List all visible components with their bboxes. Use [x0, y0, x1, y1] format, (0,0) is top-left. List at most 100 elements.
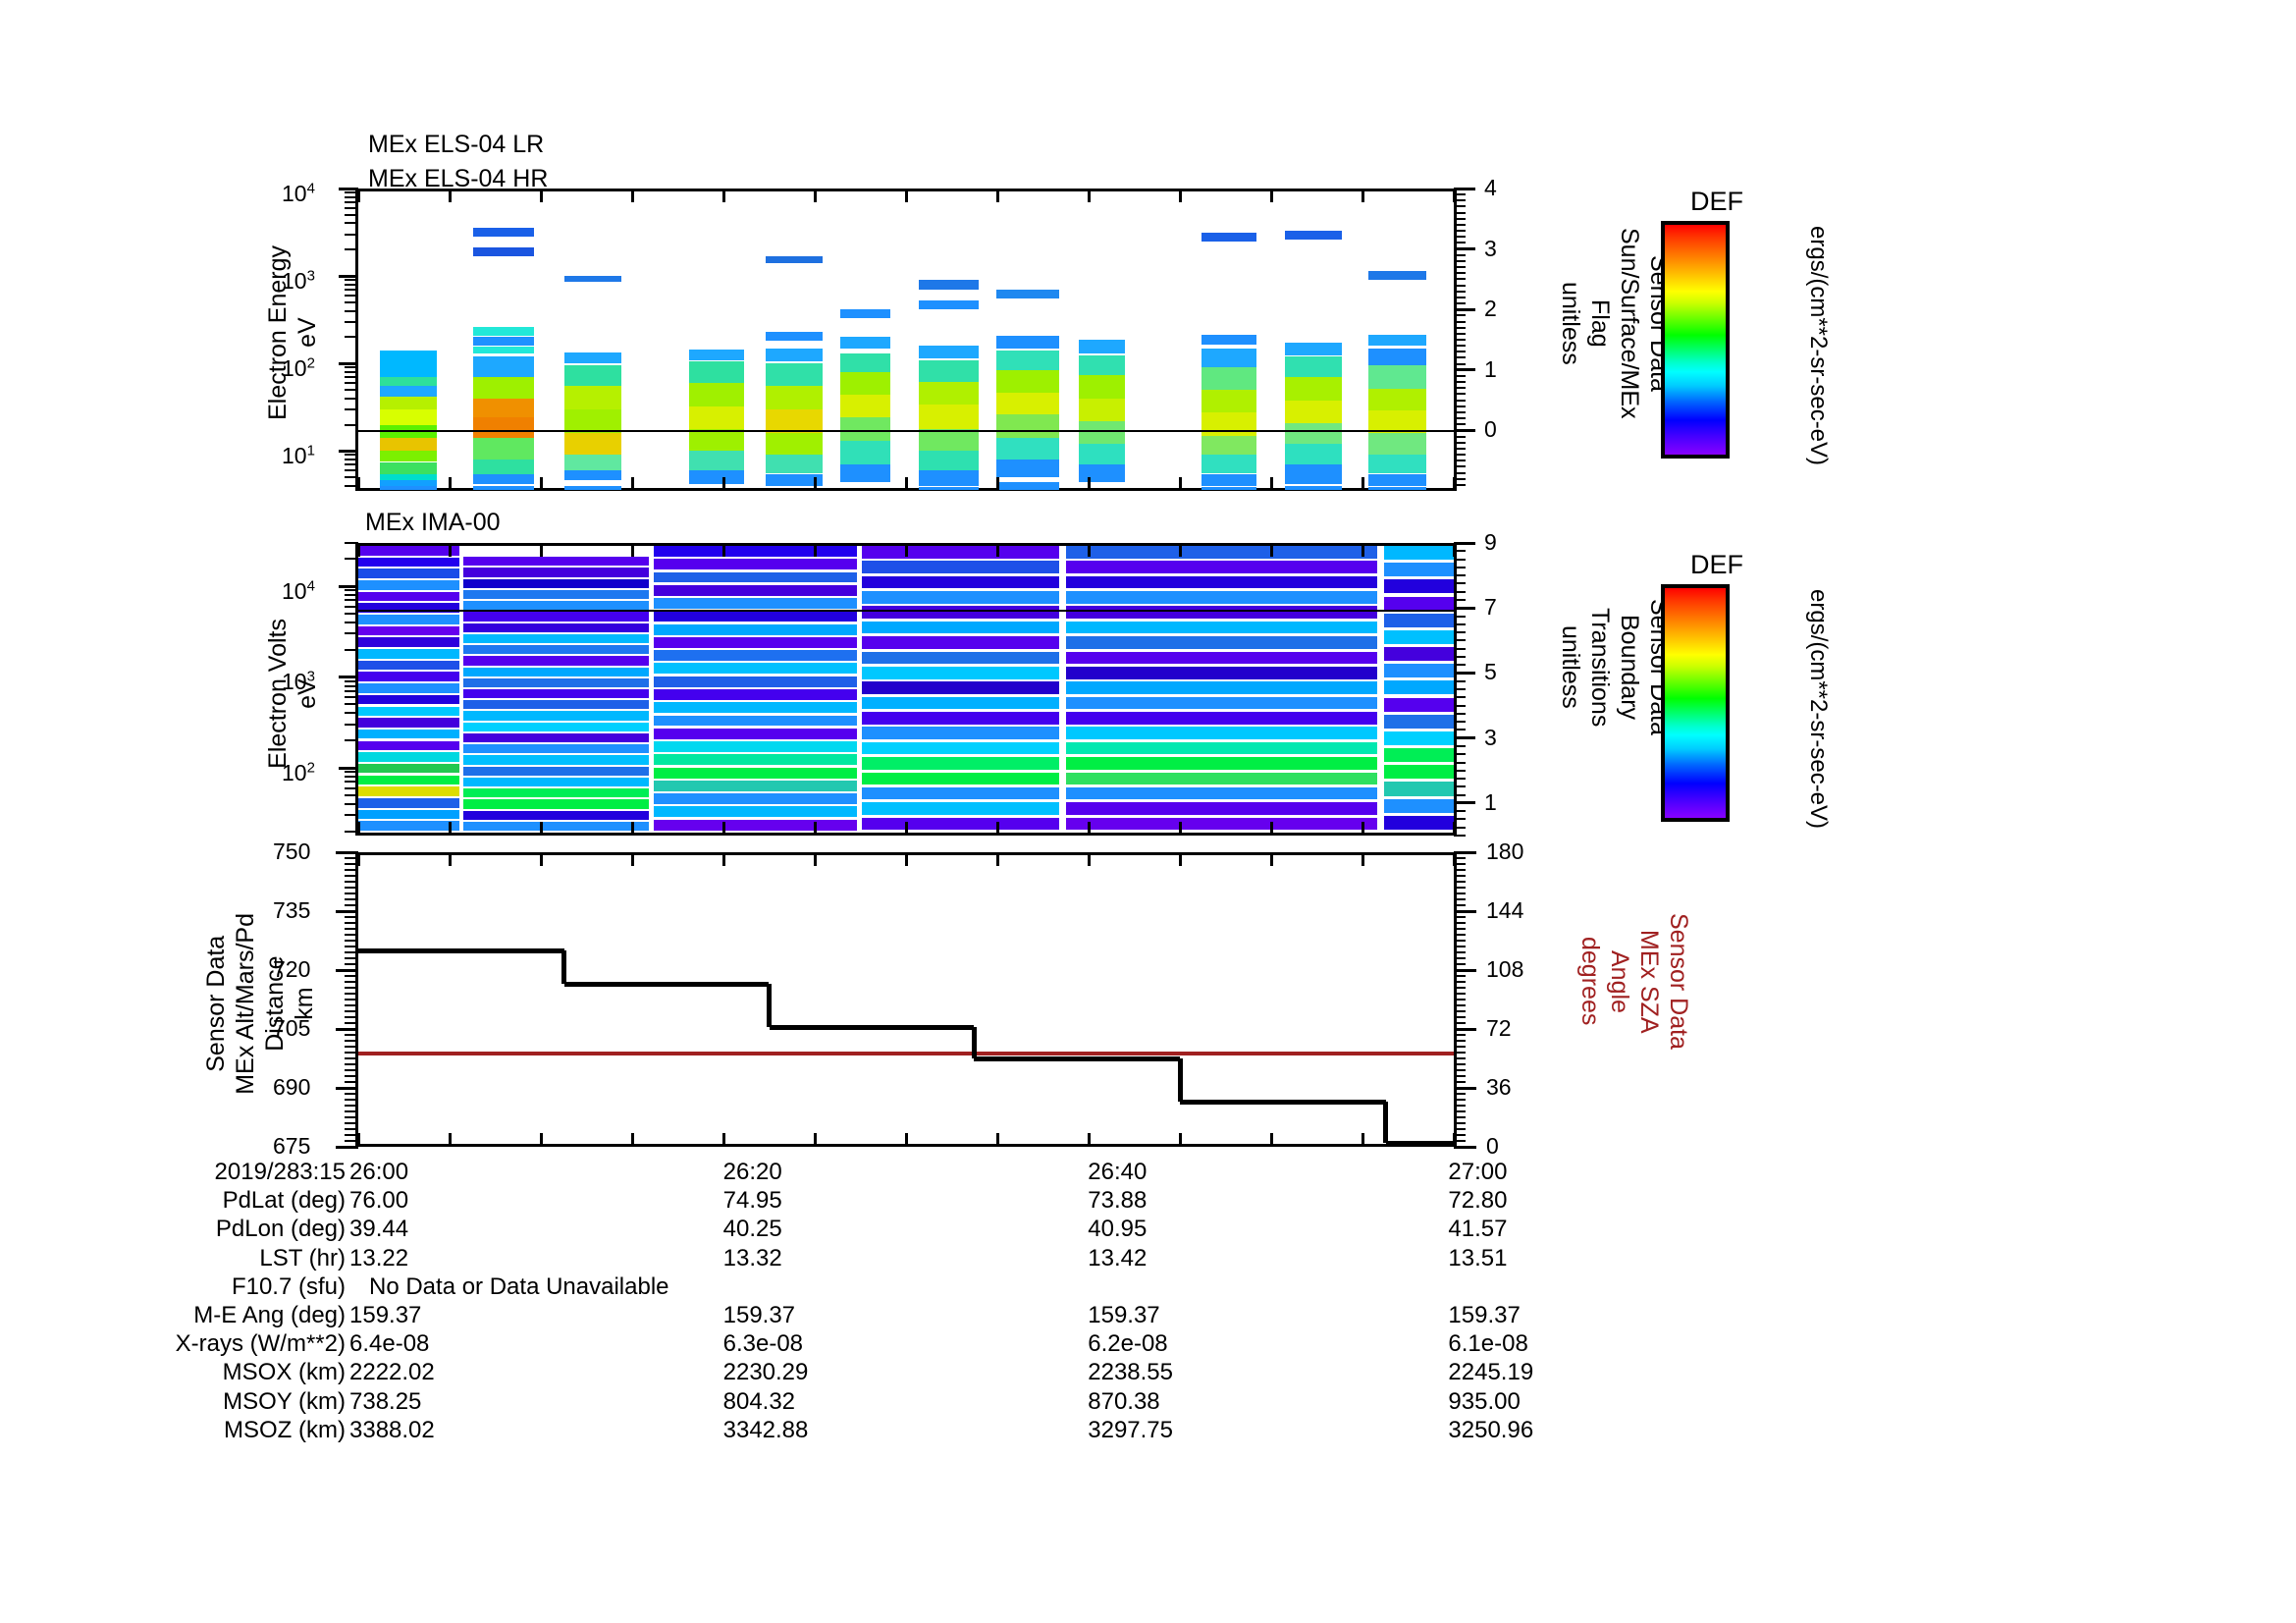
panel3-right-axis-label-line3: Angle: [1606, 949, 1633, 1013]
ima-spectrogram-column: [358, 546, 459, 833]
ima-spectrogram-band: [1383, 664, 1454, 678]
panel1-y-minor-tick: [345, 279, 358, 282]
ima-spectrogram-band: [654, 584, 857, 596]
table-cell-value: 72.80: [1448, 1187, 1508, 1215]
panel1-right-minor-tick: [1454, 393, 1466, 396]
panel1-right-minor-tick: [1454, 242, 1466, 244]
spectrogram-band: [689, 428, 744, 452]
panel2-y-minor-tick: [345, 632, 358, 635]
panel3-y-minor-tick: [345, 1116, 358, 1118]
panel3-y-minor-tick: [345, 999, 358, 1001]
panel1-y-minor-tick: [345, 469, 358, 472]
ima-spectrogram-band: [654, 754, 857, 766]
panel2-y-minor-tick: [345, 793, 358, 796]
panel1-y-minor-tick: [345, 389, 358, 392]
panel3-x-tick-bottom: [1269, 1133, 1273, 1147]
altitude-step-riser: [767, 984, 772, 1027]
panel2-y-major-tick: [339, 766, 358, 770]
panel2-right-minor-tick: [1454, 769, 1466, 772]
panel2-right-major-tick: [1454, 736, 1475, 740]
panel1-x-tick-bottom: [539, 477, 543, 491]
ima-spectrogram-band: [862, 712, 1060, 725]
ima-spectrogram-band: [1383, 748, 1454, 763]
spectrogram-band: [1079, 444, 1126, 465]
table-cell-value: 6.3e-08: [722, 1330, 804, 1358]
spectrogram-band: [1285, 422, 1343, 445]
panel1-right-minor-tick: [1454, 266, 1466, 269]
panel1-right-minor-tick: [1454, 435, 1466, 438]
colorbar2-title: DEF: [1690, 550, 1743, 579]
ima-spectrogram-band: [654, 780, 857, 791]
panel2-y-minor-tick: [345, 696, 358, 699]
panel3-y-minor-tick: [345, 893, 358, 894]
panel2-right-ticklabel: 1: [1484, 788, 1497, 815]
panel1-y-minor-tick: [345, 248, 358, 251]
ima-spectrogram-band: [654, 650, 857, 662]
table-cell-value: 40.95: [1088, 1216, 1148, 1243]
panel1-y-minor-tick: [345, 283, 358, 286]
panel3-right-minor-tick: [1454, 1116, 1466, 1118]
panel3-right-minor-tick: [1454, 881, 1466, 883]
panel1-y-minor-tick: [345, 222, 358, 225]
panel2-y-minor-tick: [345, 648, 358, 651]
ima-spectrogram-band: [862, 786, 1060, 800]
panel2-y-minor-tick: [345, 684, 358, 687]
ima-spectrogram-band: [862, 802, 1060, 815]
panel2-y-minor-tick: [345, 679, 358, 682]
panel3-right-axis-label-line1: Sensor Data: [1665, 913, 1692, 1050]
panel2-right-ticklabel: 7: [1484, 594, 1497, 621]
spectrogram-band: [1367, 348, 1427, 366]
panel1-x-tick-top: [539, 189, 543, 202]
ima-spectrogram-band: [358, 718, 459, 728]
panel2-x-tick-top: [539, 543, 543, 557]
panel2-right-minor-tick: [1454, 622, 1466, 625]
ima-spectrogram-column: [862, 546, 1060, 833]
colorbar1-unit: ergs/(cm**2-sr-sec-eV): [1805, 226, 1832, 466]
panel1-right-minor-tick: [1454, 272, 1466, 275]
ima-spectrogram-band: [463, 677, 649, 687]
ima-spectrogram-band: [358, 649, 459, 659]
spectrogram-band: [1201, 233, 1257, 242]
panel3-right-minor-tick: [1454, 987, 1466, 989]
panel2-x-tick-top: [721, 543, 725, 557]
altitude-step-segment: [769, 1024, 975, 1030]
ima-spectrogram-band: [654, 611, 857, 622]
ima-spectrogram-band: [1065, 575, 1377, 589]
spectrogram-band: [840, 464, 891, 483]
panel2-x-tick-bottom: [995, 822, 999, 836]
panel2-x-tick-top: [1361, 543, 1364, 557]
panel3-y-minor-tick: [345, 904, 358, 906]
panel2-right-minor-tick: [1454, 835, 1466, 837]
panel1-title-lr: MEx ELS-04 LR: [368, 131, 545, 158]
ima-spectrogram-band: [862, 575, 1060, 589]
spectrogram-band: [1367, 410, 1427, 434]
panel1-x-tick-bottom: [721, 477, 725, 491]
panel3-right-minor-tick: [1454, 1075, 1466, 1077]
panel3-right-minor-tick: [1454, 1063, 1466, 1065]
panel3-x-tick-bottom: [1087, 1133, 1091, 1147]
panel3-right-minor-tick: [1454, 910, 1466, 912]
panel3-right-minor-tick: [1454, 1016, 1466, 1018]
panel3-y-minor-tick: [345, 1099, 358, 1101]
ima-spectrogram-band: [654, 715, 857, 727]
ima-spectrogram-band: [654, 676, 857, 687]
panel2-right-minor-tick: [1454, 655, 1466, 658]
ima-spectrogram-band: [1383, 714, 1454, 729]
spectrogram-band: [1285, 485, 1343, 490]
panel1-x-tick-top: [1452, 189, 1456, 202]
table-cell-value: 39.44: [349, 1216, 409, 1243]
panel1-right-minor-tick: [1454, 290, 1466, 293]
panel3-right-minor-tick: [1454, 1034, 1466, 1036]
panel1-x-tick-bottom: [1452, 477, 1456, 491]
panel3-right-minor-tick: [1454, 1052, 1466, 1054]
ima-spectrogram-band: [1383, 697, 1454, 712]
panel2-right-minor-tick: [1454, 826, 1466, 829]
panel2-right-minor-tick: [1454, 696, 1466, 699]
panel3-right-minor-tick: [1454, 916, 1466, 918]
panel2-y-minor-tick: [345, 621, 358, 623]
panel3-right-minor-tick: [1454, 969, 1466, 971]
panel2-x-tick-top: [813, 543, 817, 557]
panel1-plot-area[interactable]: [355, 189, 1457, 491]
panel1-y-ticklabel: 101: [282, 442, 315, 469]
spectrogram-band: [563, 408, 621, 434]
